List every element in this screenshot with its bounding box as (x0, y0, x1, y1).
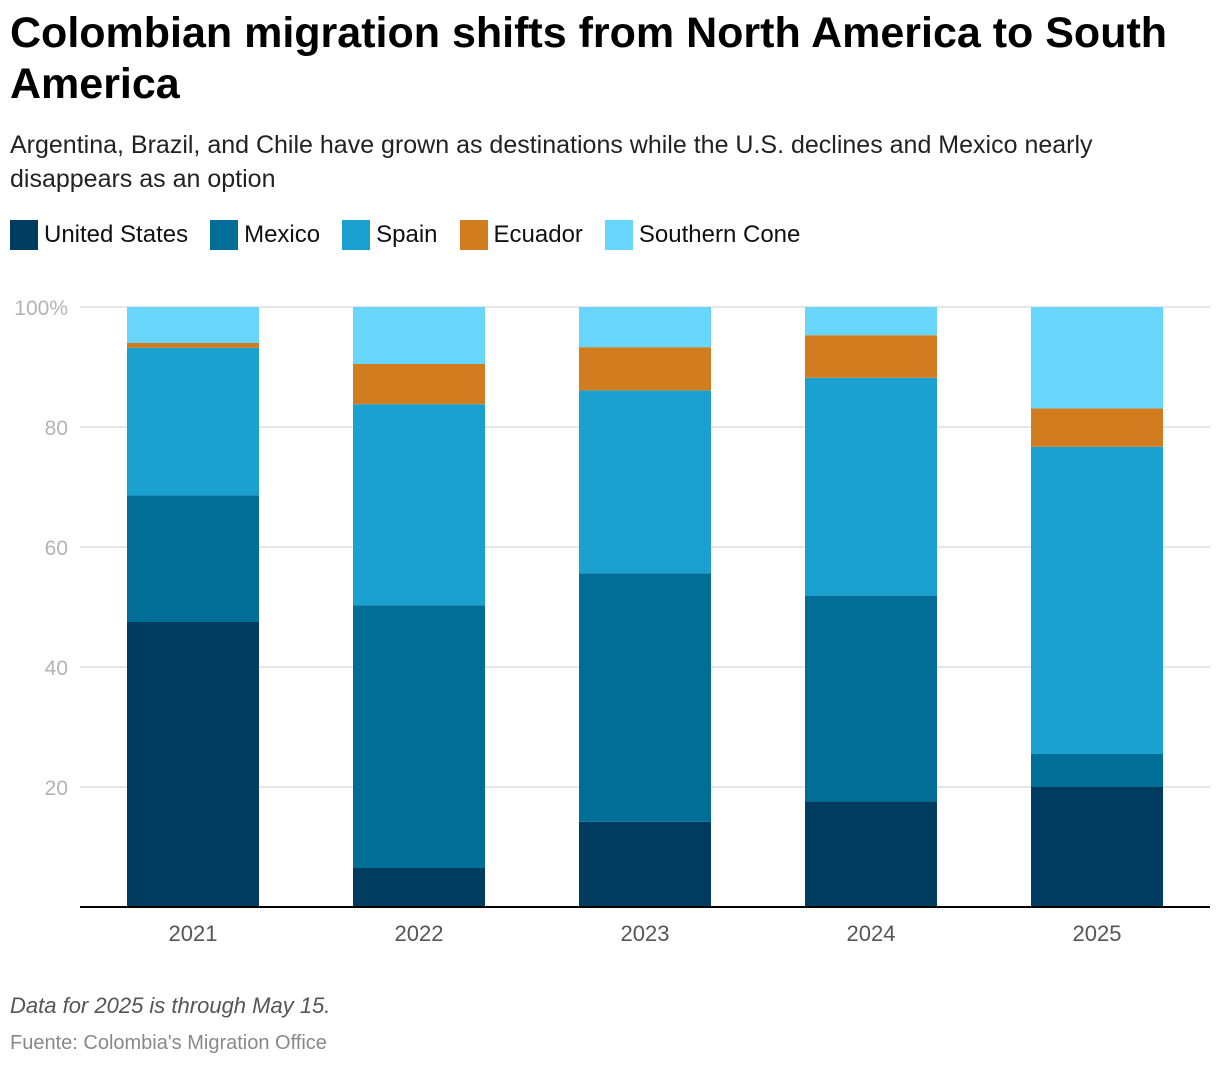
bar-segment (805, 335, 937, 378)
bar-segment (127, 347, 259, 496)
stacked-bar-chart: 20 40 60 80 100% 2021 2022 2023 2024 2025 (14, 297, 1210, 946)
y-tick-label: 40 (45, 657, 68, 680)
bar-segment (353, 307, 485, 364)
bar-segment (579, 347, 711, 391)
x-tick-label: 2024 (847, 921, 896, 946)
legend-item-southern-cone[interactable]: Southern Cone (604, 220, 801, 250)
legend-label: Ecuador (493, 221, 583, 248)
legend-label: United States (44, 221, 189, 248)
legend: United States Mexico Spain Ecuador South… (10, 220, 800, 250)
bar-segment (127, 343, 259, 348)
legend-swatch (10, 220, 38, 250)
bar-segment (1031, 446, 1163, 754)
source-credit: Fuente: Colombia's Migration Office (10, 1032, 327, 1054)
bar-segment (1031, 307, 1163, 409)
bar-segment (579, 307, 711, 348)
bar-segment (805, 595, 937, 802)
y-tick-label: 20 (45, 777, 68, 800)
chart-subtitle: Argentina, Brazil, and Chile have grown … (10, 131, 1093, 193)
bar-segment (579, 821, 711, 907)
bar-segment (127, 307, 259, 343)
bar-segment (353, 868, 485, 907)
x-tick-label: 2021 (169, 921, 218, 946)
bar-segment (127, 622, 259, 907)
legend-swatch (342, 220, 371, 250)
bar-segment (579, 390, 711, 574)
y-tick-label: 100% (14, 297, 68, 320)
legend-label: Mexico (244, 221, 321, 248)
bar-segment (353, 404, 485, 606)
chart-title: Colombian migration shifts from North Am… (10, 9, 1168, 108)
x-tick-label: 2025 (1073, 921, 1122, 946)
bar-segment (1031, 787, 1163, 907)
bar-segment (1031, 408, 1163, 447)
legend-swatch (210, 220, 239, 250)
bar-segment (127, 495, 259, 622)
bar-segment (1031, 754, 1163, 787)
legend-item-mexico[interactable]: Mexico (210, 220, 320, 250)
legend-swatch (604, 220, 633, 250)
bar-segment (805, 307, 937, 336)
bar-segment (579, 573, 711, 822)
legend-label: Spain (376, 221, 438, 248)
bar-segment (805, 801, 937, 907)
bar-segment (353, 605, 485, 868)
x-tick-label: 2022 (395, 921, 444, 946)
legend-label: Southern Cone (638, 221, 801, 248)
legend-item-united-states[interactable]: United States (10, 220, 188, 250)
bar-segment (805, 377, 937, 596)
y-tick-label: 80 (45, 417, 68, 440)
legend-item-spain[interactable]: Spain (342, 220, 438, 250)
footnote: Data for 2025 is through May 15. (10, 993, 331, 1018)
bar-segment (353, 364, 485, 405)
legend-swatch (459, 220, 488, 250)
legend-item-ecuador[interactable]: Ecuador (459, 220, 583, 250)
y-tick-label: 60 (45, 537, 68, 560)
x-tick-label: 2023 (621, 921, 670, 946)
